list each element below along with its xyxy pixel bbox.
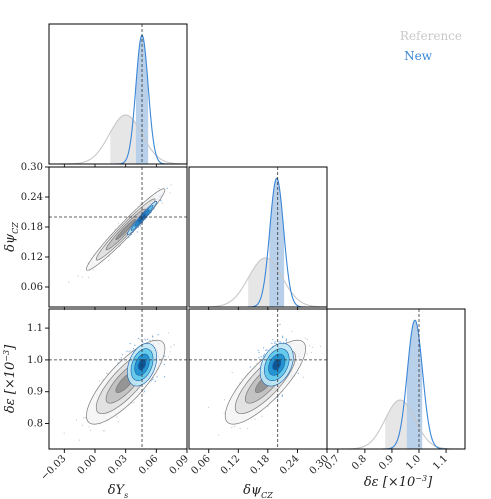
x-tick-label: 0.06 bbox=[137, 453, 161, 477]
x-tick-label: 1.0 bbox=[404, 453, 423, 472]
y-axis-label-eps: δε [×10−3] bbox=[2, 344, 18, 413]
x-tick-label: 0.12 bbox=[219, 453, 243, 477]
panel-frame bbox=[188, 308, 328, 450]
x-tick-label: 0.24 bbox=[278, 453, 302, 477]
x-tick-label: 0.8 bbox=[350, 453, 369, 472]
y-tick-label: 0.06 bbox=[21, 282, 43, 293]
y-tick-label: 0.18 bbox=[21, 222, 43, 233]
x-tick-label: 0.09 bbox=[168, 453, 192, 477]
y-tick-label: 0.30 bbox=[21, 162, 43, 173]
y-tick-label: 0.9 bbox=[27, 387, 43, 398]
panel-frame bbox=[188, 166, 328, 308]
x-tick-label: 0.00 bbox=[76, 453, 100, 477]
axis-labels: δYs δψCZ δε [×10−3] δψCZ δε [×10−3] bbox=[2, 222, 433, 499]
legend-entry-new: New bbox=[404, 49, 433, 63]
panel-frame bbox=[48, 308, 188, 450]
y-tick-label: 0.8 bbox=[27, 419, 43, 430]
panel-frame bbox=[48, 23, 188, 165]
reference-contour bbox=[115, 218, 136, 241]
reference-credible-band bbox=[110, 115, 141, 164]
y-tick-label: 1.1 bbox=[27, 323, 43, 334]
y-tick-label: 1.0 bbox=[27, 355, 43, 366]
x-tick-label: 0.06 bbox=[189, 453, 213, 477]
y-tick-label: 0.12 bbox=[21, 252, 43, 263]
panel-2d-Ys-psiCZ bbox=[48, 166, 188, 308]
new-credible-band bbox=[269, 178, 285, 307]
x-tick-label: 0.03 bbox=[106, 453, 130, 477]
x-axis-label-psiCZ: δψCZ bbox=[243, 483, 273, 499]
new-contour bbox=[272, 359, 282, 371]
x-tick-label: 1.1 bbox=[431, 453, 450, 472]
y-axis-label-psiCZ: δψCZ bbox=[3, 222, 20, 252]
x-tick-label: −0.03 bbox=[39, 453, 68, 482]
legend: Reference New bbox=[400, 29, 462, 63]
panel-marginal-eps bbox=[326, 308, 466, 450]
x-axis-label-eps: δε [×10−3] bbox=[364, 474, 433, 490]
panel-2d-Ys-eps bbox=[48, 308, 188, 450]
panel-marginal-psiCZ bbox=[188, 166, 328, 308]
x-axis-label-Ys: δYs bbox=[108, 483, 129, 499]
x-tick-label: 0.9 bbox=[377, 453, 396, 472]
x-tick-label: 0.18 bbox=[248, 453, 272, 477]
legend-entry-reference: Reference bbox=[400, 29, 462, 43]
panel-2d-psiCZ-eps bbox=[188, 308, 328, 450]
panel-marginal-Ys bbox=[48, 23, 188, 165]
panel-frame bbox=[48, 166, 188, 308]
y-tick-label: 0.24 bbox=[21, 192, 43, 203]
new-credible-band bbox=[406, 320, 423, 449]
